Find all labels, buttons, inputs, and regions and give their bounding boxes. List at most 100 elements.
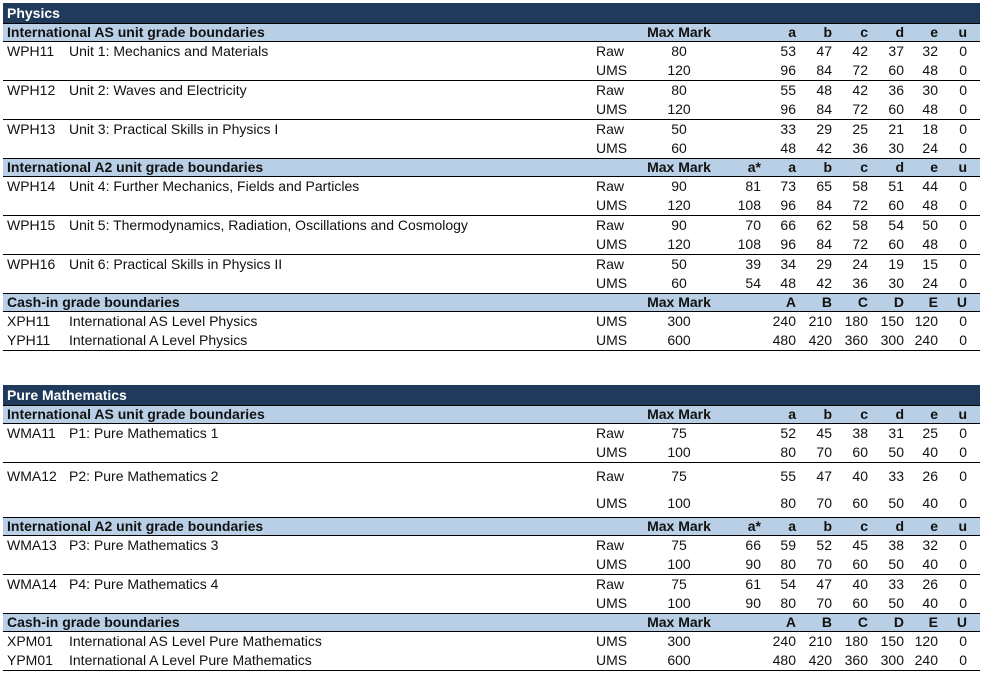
grade-value: 32 (922, 43, 938, 59)
unit-code: WPH11 (7, 43, 55, 59)
grade-value: 48 (922, 236, 938, 252)
max-mark: 100 (667, 556, 691, 572)
section-title: Pure Mathematics (3, 385, 980, 405)
grade-value: 24 (922, 140, 938, 156)
grade-value: 30 (922, 82, 938, 98)
group-heading: International A2 unit grade boundaries (7, 159, 264, 175)
grade-value: 0 (959, 444, 967, 460)
grade-value: 18 (922, 121, 938, 137)
grade-header: B (821, 294, 832, 310)
grade-value: 96 (780, 236, 796, 252)
group-heading: Cash-in grade boundaries (7, 614, 180, 630)
grade-value: 60 (852, 595, 868, 611)
table-row: UMS 100 90 80 70 60 50 40 0 (3, 555, 980, 575)
qualification-name: International A Level Physics (69, 332, 248, 348)
grade-value: 47 (816, 468, 832, 484)
grade-header: b (823, 159, 832, 175)
grade-value: 54 (745, 275, 761, 291)
grade-value: 40 (922, 595, 938, 611)
table-row: UMS 100 80 70 60 50 40 0 (3, 443, 980, 463)
grade-value: 52 (780, 425, 796, 441)
grade-header: b (823, 406, 832, 422)
grade-value: 70 (745, 217, 761, 233)
grade-header: B (821, 614, 832, 630)
grade-header: A (785, 614, 796, 630)
grade-value: 240 (772, 313, 796, 329)
max-mark: 80 (671, 82, 687, 98)
grade-value: 48 (922, 62, 938, 78)
grade-value: 15 (922, 256, 938, 272)
grade-value: 0 (959, 313, 967, 329)
grade-header: c (860, 24, 868, 40)
unit-code: WPH16 (7, 256, 56, 272)
grade-header: d (895, 406, 904, 422)
grade-value: 36 (852, 140, 868, 156)
grade-value: 0 (959, 178, 967, 194)
grade-value: 96 (780, 101, 796, 117)
grade-header: U (956, 294, 967, 310)
grade-value: 360 (844, 332, 868, 348)
qualification-code: XPH11 (7, 313, 51, 329)
max-mark: 75 (671, 468, 687, 484)
grade-value: 120 (914, 633, 938, 649)
max-mark: 75 (671, 425, 687, 441)
grade-value: 480 (772, 652, 796, 668)
grade-value: 40 (922, 556, 938, 572)
grade-header: C (857, 294, 868, 310)
grade-value: 0 (959, 62, 967, 78)
mark-type: UMS (596, 313, 628, 329)
grade-value: 42 (816, 275, 832, 291)
grade-value: 0 (959, 140, 967, 156)
grade-value: 40 (922, 444, 938, 460)
grade-value: 0 (959, 121, 967, 137)
grade-value: 38 (888, 537, 904, 553)
table-row: XPM01 International AS Level Pure Mathema… (3, 632, 980, 651)
grade-value: 240 (772, 633, 796, 649)
max-mark: 80 (671, 43, 687, 59)
mark-type: UMS (596, 275, 628, 291)
grade-value: 0 (959, 633, 967, 649)
grade-value: 58 (852, 178, 868, 194)
grade-value: 96 (780, 62, 796, 78)
grade-header: u (958, 518, 967, 534)
table-row: WMA13 P3: Pure Mathematics 3 Raw 75 66 59 52 45… (3, 536, 980, 555)
mark-type: Raw (596, 121, 625, 137)
section-pure-mathematics: Pure Mathematics International AS unit gr… (3, 385, 980, 671)
grade-value: 108 (737, 197, 761, 213)
grade-value: 0 (959, 275, 967, 291)
grade-value: 60 (852, 495, 868, 511)
max-mark: 100 (667, 595, 691, 611)
unit-name: P1: Pure Mathematics 1 (69, 425, 219, 441)
grade-value: 45 (852, 537, 868, 553)
grade-value: 33 (888, 468, 904, 484)
group-heading: International AS unit grade boundaries (7, 406, 265, 422)
grade-header: e (930, 406, 938, 422)
max-mark: 600 (667, 332, 691, 348)
section-title: Physics (3, 3, 980, 23)
grade-value: 33 (780, 121, 796, 137)
table-row: YPH11 International A Level Physics UMS 600… (3, 331, 980, 351)
table-row: YPM01 International A Level Pure Mathemat… (3, 651, 980, 671)
mark-type: Raw (596, 425, 625, 441)
grade-value: 72 (852, 236, 868, 252)
mark-type: UMS (596, 444, 628, 460)
grade-value: 72 (852, 197, 868, 213)
grade-value: 48 (922, 197, 938, 213)
mark-type: Raw (596, 468, 625, 484)
grade-header: a (788, 406, 796, 422)
mark-type: Raw (596, 576, 625, 592)
grade-value: 34 (780, 256, 796, 272)
mark-type: UMS (596, 101, 628, 117)
max-mark: 50 (671, 256, 687, 272)
grade-value: 36 (888, 82, 904, 98)
grade-header: a (788, 518, 796, 534)
grade-header: c (860, 518, 868, 534)
grade-value: 300 (880, 652, 904, 668)
table-row: WPH14 Unit 4: Further Mechanics, Fields a… (3, 177, 980, 196)
mark-type: UMS (596, 62, 628, 78)
grade-value: 240 (914, 332, 938, 348)
grade-value: 61 (745, 576, 761, 592)
grade-value: 240 (914, 652, 938, 668)
grade-value: 60 (888, 236, 904, 252)
grade-value: 0 (959, 101, 967, 117)
